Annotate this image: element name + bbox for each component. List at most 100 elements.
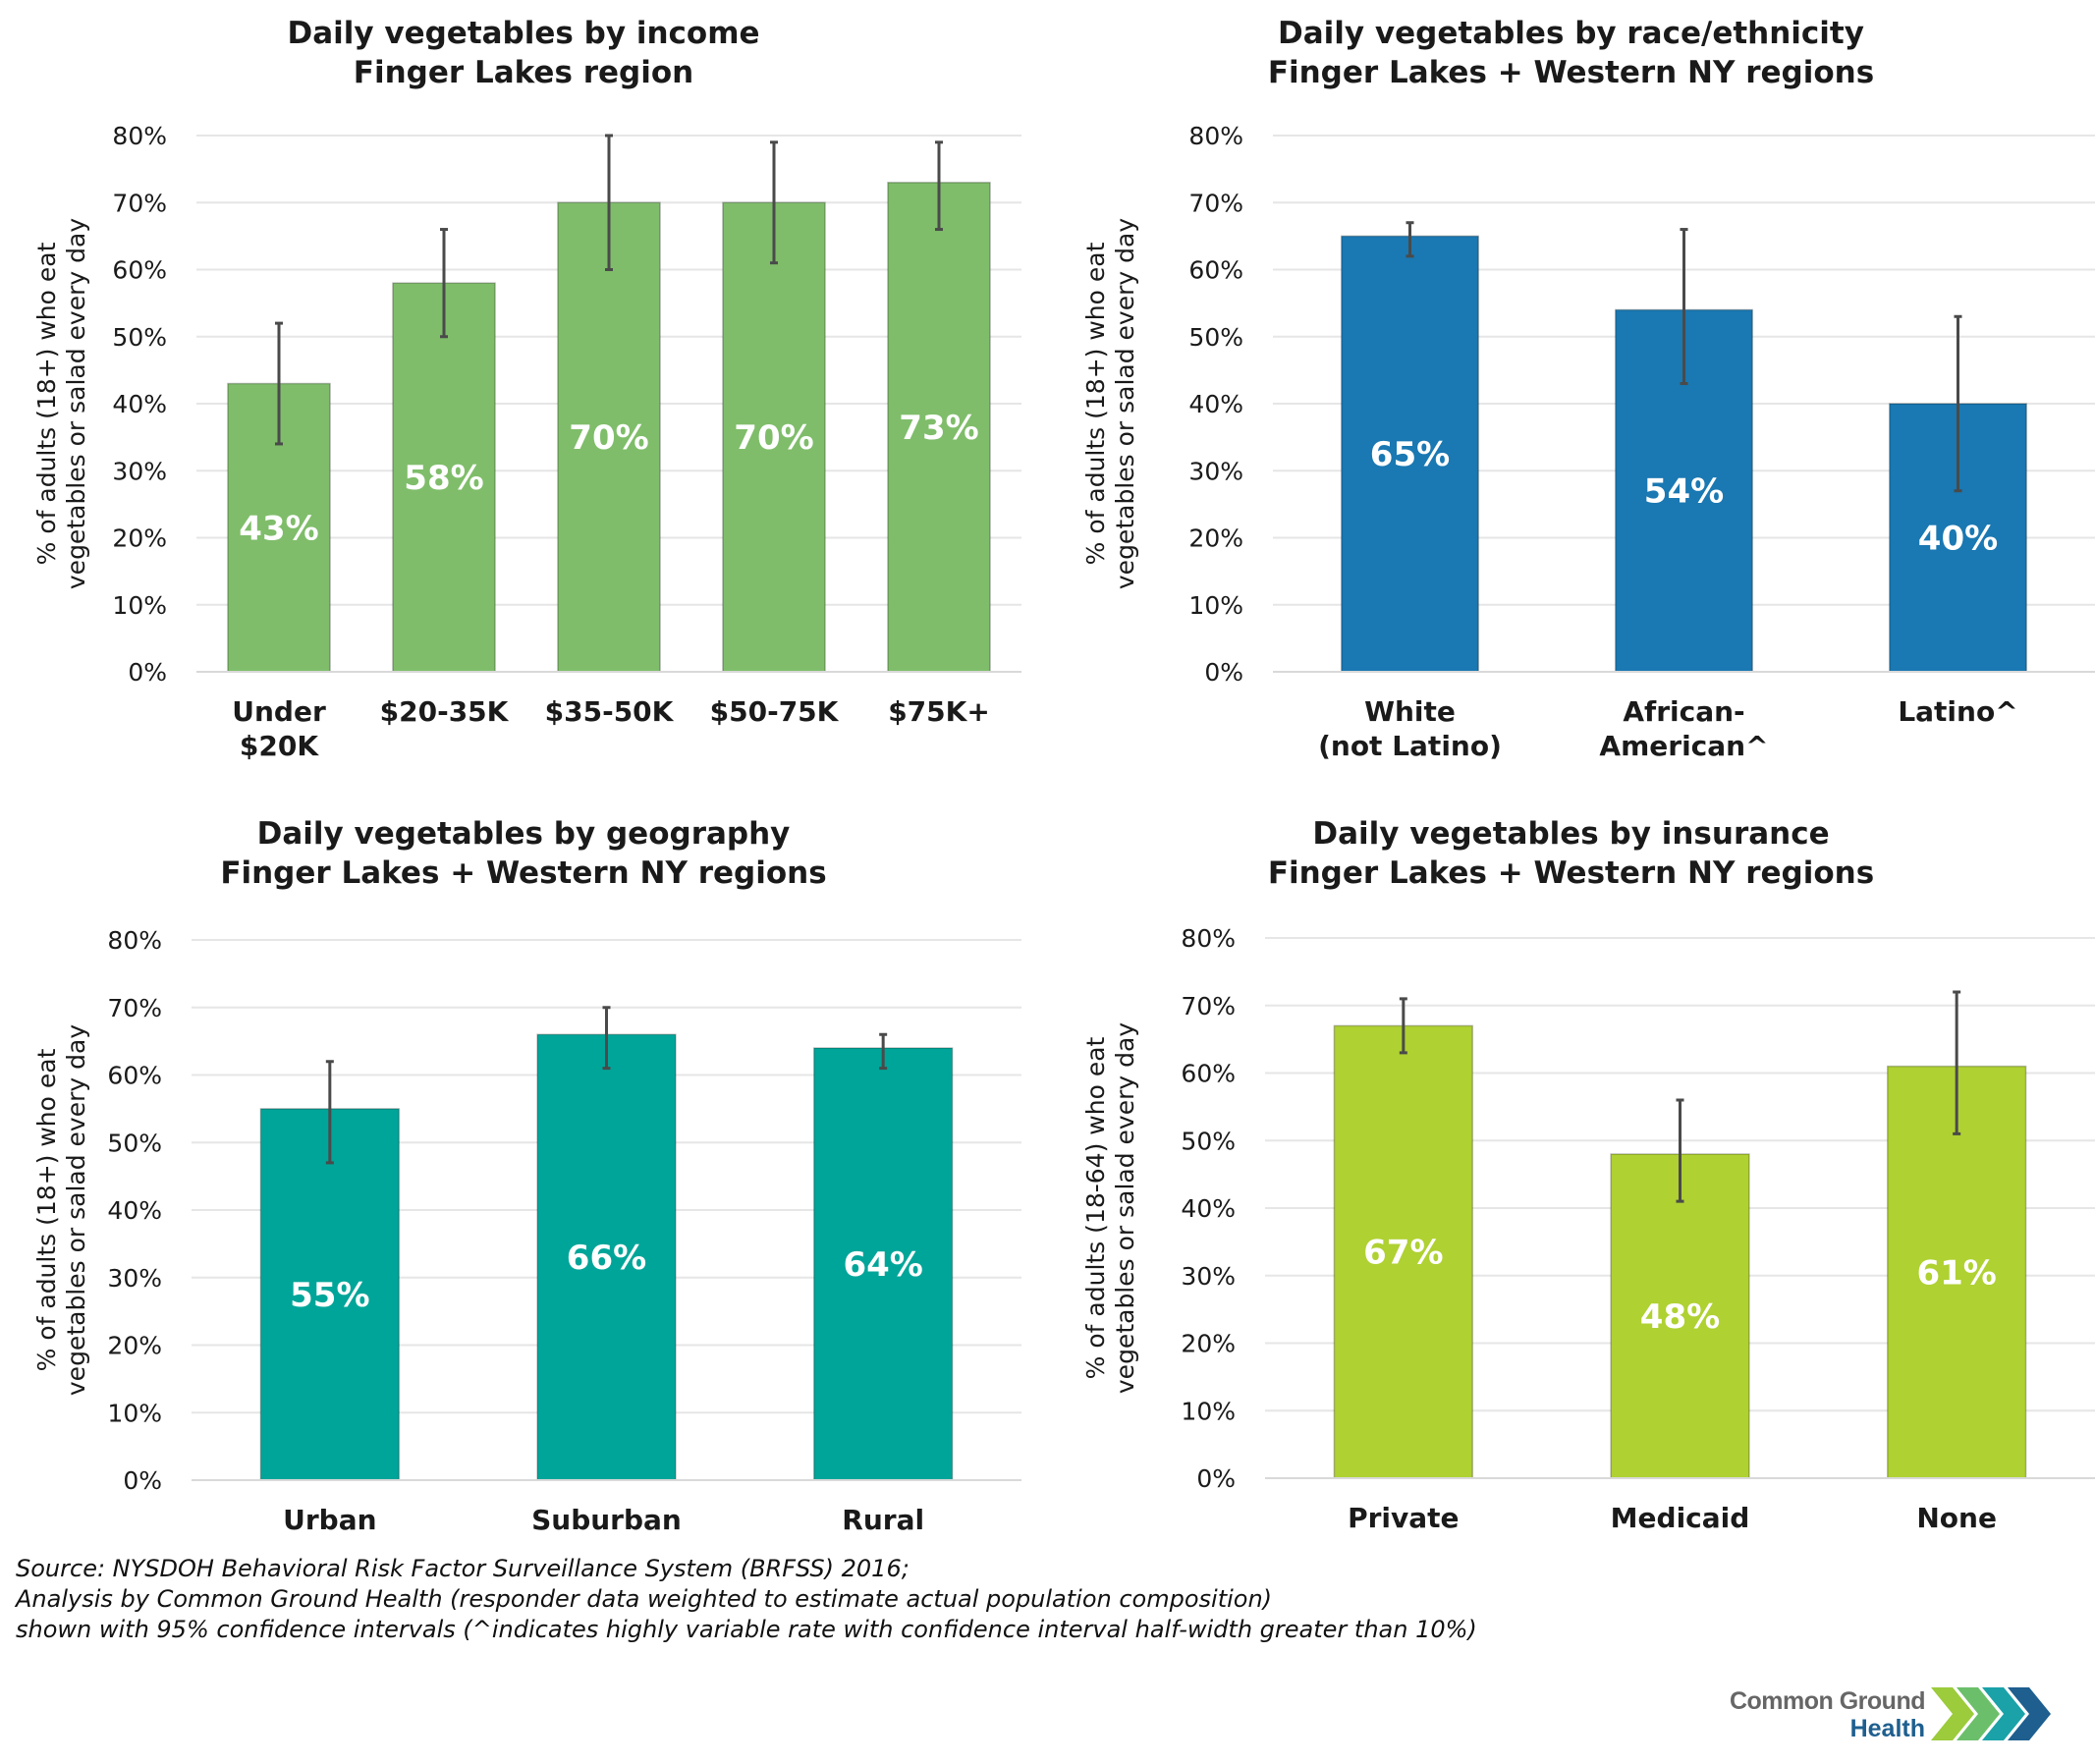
bar xyxy=(557,201,661,673)
y-axis-label: % of adults (18+) who eat vegetables or s… xyxy=(32,1024,90,1396)
y-axis-label: % of adults (18-64) who eat vegetables or… xyxy=(1081,1022,1139,1394)
chart-title: Daily vegetables by income Finger Lakes … xyxy=(0,14,1047,92)
y-axis-label-line: vegetables or salad every day xyxy=(62,218,90,589)
y-tick-label: 60% xyxy=(107,1062,162,1090)
x-tick-label-line: $35-50K xyxy=(545,695,675,728)
x-tick-label-line: None xyxy=(1916,1502,1997,1534)
chart-plot: 0% 10% 20% 30% 40% 50% 60% 70% 80% % of adults (1… xyxy=(32,926,1021,1536)
x-tick-label: $35-50K xyxy=(545,695,675,728)
y-tick-label: 0% xyxy=(123,1466,162,1495)
y-tick-label: 50% xyxy=(1181,1127,1236,1155)
x-tick-label-line: American^ xyxy=(1599,730,1768,762)
x-tick-label-line: $75K+ xyxy=(888,695,990,728)
chart-income: Daily vegetables by income Finger Lakes … xyxy=(0,0,1047,786)
x-tick-label: $20-35K xyxy=(380,695,510,728)
y-tick-label: 80% xyxy=(112,122,167,150)
data-label: 73% xyxy=(899,409,978,448)
data-label: 54% xyxy=(1644,472,1724,512)
y-axis-label-line: vegetables or salad every day xyxy=(1111,218,1139,589)
y-tick-label: 60% xyxy=(1188,256,1243,285)
x-tick-label-line: Rural xyxy=(842,1504,924,1536)
y-axis-label-line: vegetables or salad every day xyxy=(62,1024,90,1396)
chart-plot: 0% 10% 20% 30% 40% 50% 60% 70% 80% % of adults (1… xyxy=(1081,924,2095,1534)
y-axis-label-line: % of adults (18+) who eat xyxy=(32,242,61,565)
y-tick-label: 0% xyxy=(1204,658,1243,687)
x-tick-label-line: African- xyxy=(1623,695,1744,728)
y-axis-label-line: % of adults (18-64) who eat xyxy=(1081,1036,1110,1379)
logo-text-line1: Common Ground xyxy=(1729,1687,1926,1715)
data-label: 55% xyxy=(290,1276,369,1315)
y-tick-label: 70% xyxy=(1181,992,1236,1020)
chart-title: Daily vegetables by race/ethnicity Finge… xyxy=(1047,14,2095,92)
chart-title-line: Daily vegetables by insurance xyxy=(1312,816,1830,852)
source-line: Source: NYSDOH Behavioral Risk Factor Su… xyxy=(16,1555,910,1582)
data-label: 67% xyxy=(1363,1234,1443,1273)
y-axis-label: % of adults (18+) who eat vegetables or s… xyxy=(1081,218,1139,589)
x-tick-label: Rural xyxy=(842,1504,924,1536)
x-tick-label: Suburban xyxy=(531,1504,682,1536)
data-label: 65% xyxy=(1370,435,1450,474)
x-tick-label: Latino^ xyxy=(1898,695,2017,728)
x-tick-label-line: White xyxy=(1364,695,1456,728)
data-label: 61% xyxy=(1916,1253,1996,1293)
data-label: 40% xyxy=(1918,520,1998,559)
x-tick-label: $50-75K xyxy=(710,695,840,728)
x-tick-label: African-American^ xyxy=(1599,695,1768,762)
chart-geography: Daily vegetables by geography Finger Lak… xyxy=(0,800,1047,1547)
x-tick-label: Medicaid xyxy=(1611,1502,1750,1534)
chart-subtitle: Finger Lakes + Western NY regions xyxy=(1267,855,1875,891)
chart-subtitle: Finger Lakes + Western NY regions xyxy=(220,855,827,891)
chart-title-line: Daily vegetables by race/ethnicity xyxy=(1278,16,1864,51)
y-tick-label: 20% xyxy=(112,524,167,553)
y-tick-label: 30% xyxy=(1188,457,1243,485)
x-tick-label-line: Suburban xyxy=(531,1504,682,1536)
bar xyxy=(722,201,826,673)
data-label: 64% xyxy=(843,1245,922,1285)
chart-race-ethnicity: Daily vegetables by race/ethnicity Finge… xyxy=(1047,0,2095,786)
y-axis-label-line: vegetables or salad every day xyxy=(1111,1022,1139,1394)
y-tick-label: 40% xyxy=(1188,390,1243,418)
chart-subtitle: Finger Lakes + Western NY regions xyxy=(1267,55,1875,90)
source-notes: Source: NYSDOH Behavioral Risk Factor Su… xyxy=(16,1554,1477,1645)
data-label: 43% xyxy=(239,509,318,548)
y-tick-label: 50% xyxy=(1188,323,1243,352)
y-tick-label: 0% xyxy=(1196,1464,1236,1493)
common-ground-health-logo: Common Ground Health xyxy=(1730,1685,2053,1746)
data-label: 70% xyxy=(569,418,648,458)
y-tick-label: 30% xyxy=(1181,1262,1236,1291)
x-tick-label-line: Private xyxy=(1348,1502,1459,1534)
x-tick-label: $75K+ xyxy=(888,695,990,728)
y-tick-label: 20% xyxy=(107,1332,162,1360)
y-tick-label: 30% xyxy=(107,1264,162,1293)
y-tick-label: 80% xyxy=(1188,122,1243,150)
chart-title-line: Daily vegetables by geography xyxy=(256,816,791,852)
y-tick-label: 80% xyxy=(1181,924,1236,953)
chart-insurance: Daily vegetables by insurance Finger Lak… xyxy=(1047,800,2095,1547)
y-tick-label: 70% xyxy=(112,189,167,217)
x-tick-label-line: $20-35K xyxy=(380,695,510,728)
bar xyxy=(1341,235,1479,673)
y-tick-label: 50% xyxy=(107,1129,162,1157)
y-tick-label: 10% xyxy=(1188,591,1243,620)
chart-title: Daily vegetables by geography Finger Lak… xyxy=(0,814,1047,893)
chevrons-logo-icon xyxy=(1931,1687,2051,1740)
bar xyxy=(536,1033,677,1481)
y-tick-label: 60% xyxy=(1181,1060,1236,1088)
source-line: shown with 95% confidence intervals (^in… xyxy=(16,1616,1477,1643)
x-tick-label: None xyxy=(1916,1502,1997,1534)
x-tick-label-line: Under xyxy=(232,695,326,728)
y-tick-label: 70% xyxy=(1188,189,1243,217)
x-tick-label: Urban xyxy=(283,1504,376,1536)
chart-plot: 0% 10% 20% 30% 40% 50% 60% 70% 80% % of adults (1… xyxy=(32,122,1021,762)
y-tick-label: 60% xyxy=(112,256,167,285)
y-tick-label: 10% xyxy=(112,591,167,620)
chart-subtitle: Finger Lakes region xyxy=(353,55,694,90)
y-tick-label: 20% xyxy=(1188,524,1243,553)
x-tick-label: Under $20K xyxy=(232,695,326,762)
y-axis-label-line: % of adults (18+) who eat xyxy=(32,1048,61,1371)
y-tick-label: 50% xyxy=(112,323,167,352)
chart-plot: 0% 10% 20% 30% 40% 50% 60% 70% 80% % of adults (1… xyxy=(1081,122,2095,762)
logo-text-line2: Health xyxy=(1849,1715,1925,1742)
data-label: 48% xyxy=(1640,1297,1720,1337)
data-label: 58% xyxy=(404,459,483,498)
